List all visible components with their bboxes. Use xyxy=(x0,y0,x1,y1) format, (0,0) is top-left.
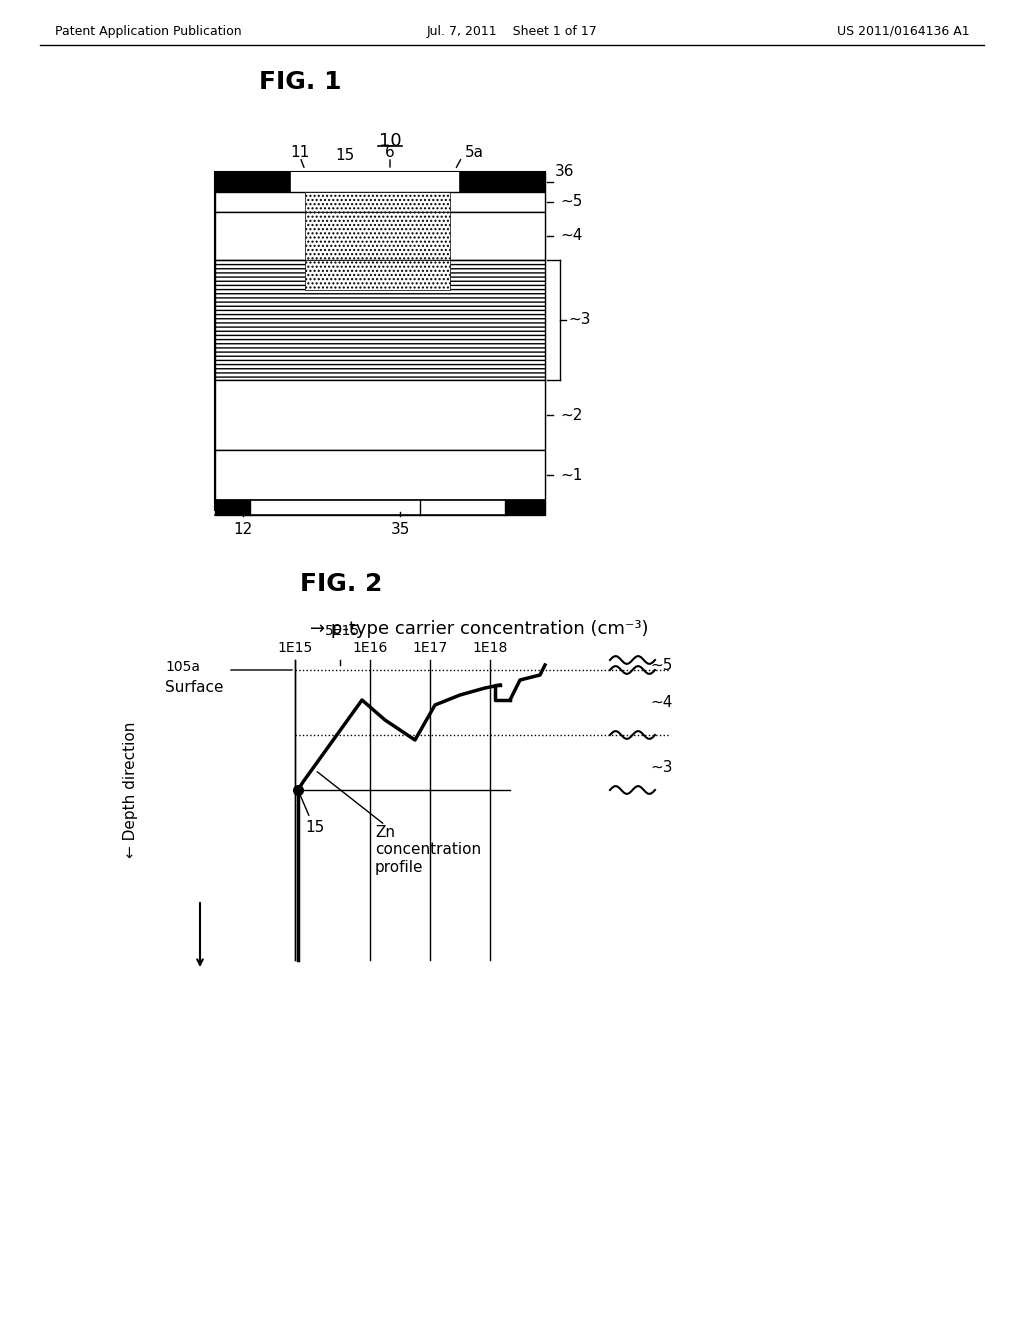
Text: Zn
concentration
profile: Zn concentration profile xyxy=(375,825,481,875)
Text: 105a: 105a xyxy=(165,660,200,675)
Text: FIG. 2: FIG. 2 xyxy=(300,572,382,597)
Text: Surface: Surface xyxy=(165,680,223,696)
Text: → p-type carrier concentration (cm⁻³): → p-type carrier concentration (cm⁻³) xyxy=(310,620,648,638)
Text: ~1: ~1 xyxy=(560,467,583,483)
Text: 1E16: 1E16 xyxy=(352,642,388,655)
Text: US 2011/0164136 A1: US 2011/0164136 A1 xyxy=(838,25,970,38)
Text: Jul. 7, 2011    Sheet 1 of 17: Jul. 7, 2011 Sheet 1 of 17 xyxy=(427,25,597,38)
Text: 1E18: 1E18 xyxy=(472,642,508,655)
Text: 5a: 5a xyxy=(465,145,484,160)
Text: Patent Application Publication: Patent Application Publication xyxy=(55,25,242,38)
Text: 6: 6 xyxy=(385,145,395,160)
Bar xyxy=(215,500,545,515)
Text: ~5: ~5 xyxy=(650,657,673,672)
Text: ~3: ~3 xyxy=(650,760,673,775)
Bar xyxy=(215,500,250,515)
Bar xyxy=(305,191,450,213)
Text: 10: 10 xyxy=(379,132,401,150)
Bar xyxy=(250,500,505,515)
Bar xyxy=(505,500,545,515)
Text: ← Depth direction: ← Depth direction xyxy=(123,722,137,858)
Text: 1E15: 1E15 xyxy=(278,642,312,655)
Text: 1E17: 1E17 xyxy=(413,642,447,655)
Bar xyxy=(305,260,450,290)
Bar xyxy=(215,172,545,510)
Text: 36: 36 xyxy=(555,165,574,180)
Text: ~4: ~4 xyxy=(560,228,583,243)
Bar xyxy=(215,191,545,213)
Text: 15: 15 xyxy=(305,820,325,836)
Text: 5E15: 5E15 xyxy=(325,624,359,638)
Bar xyxy=(215,172,545,191)
Text: 11: 11 xyxy=(291,145,309,160)
Text: 35: 35 xyxy=(390,521,410,537)
Text: ~2: ~2 xyxy=(560,408,583,422)
Bar xyxy=(215,260,545,380)
Text: ~5: ~5 xyxy=(560,194,583,210)
Bar xyxy=(290,172,460,191)
Text: 12: 12 xyxy=(233,521,253,537)
Bar xyxy=(215,213,545,260)
Text: ~4: ~4 xyxy=(650,696,673,710)
Text: FIG. 1: FIG. 1 xyxy=(259,70,341,94)
Bar xyxy=(215,380,545,450)
Text: ~3: ~3 xyxy=(568,313,591,327)
Bar xyxy=(305,213,450,260)
Bar xyxy=(215,450,545,500)
Text: 15: 15 xyxy=(336,148,354,162)
